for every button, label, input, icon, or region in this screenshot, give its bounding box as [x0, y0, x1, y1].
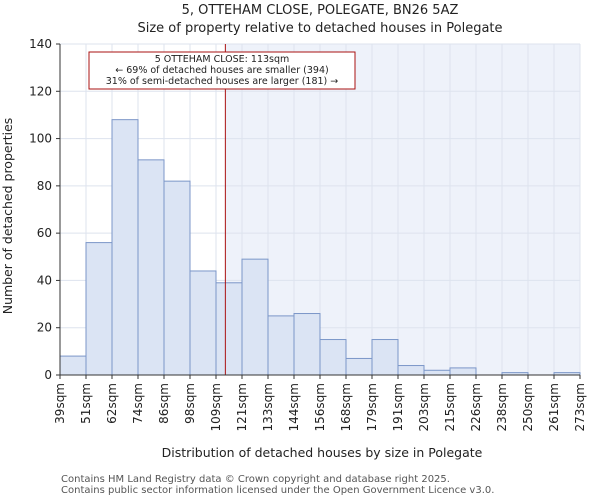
bar — [111, 119, 139, 376]
bar — [423, 369, 451, 376]
x-tick-label: 156sqm — [313, 383, 327, 431]
bar — [59, 355, 87, 376]
y-tick-label: 40 — [37, 273, 52, 287]
chart-title: 5, OTTEHAM CLOSE, POLEGATE, BN26 5AZ — [182, 3, 459, 18]
x-tick-label: 226sqm — [469, 383, 483, 431]
annotation-box: 5 OTTEHAM CLOSE: 113sqm ← 69% of detache… — [88, 51, 356, 90]
bar — [397, 365, 425, 376]
chart-subtitle: Size of property relative to detached ho… — [137, 21, 502, 36]
x-tick-labels: 39sqm 51sqm 62sqm 74sqm 86sqm 98sqm 109sqm 121s… — [53, 375, 587, 431]
bar — [189, 270, 217, 376]
x-tick-label: 62sqm — [105, 383, 119, 424]
x-tick-label: 98sqm — [183, 383, 197, 424]
y-tick-label: 120 — [29, 84, 52, 98]
bar — [449, 367, 477, 376]
x-tick-label: 86sqm — [157, 383, 171, 424]
x-tick-label: 168sqm — [339, 383, 353, 431]
x-tick-label: 144sqm — [287, 383, 301, 431]
x-tick-label: 121sqm — [235, 383, 249, 431]
x-tick-label: 133sqm — [261, 383, 275, 431]
annotation-frame — [88, 51, 356, 90]
y-tick-label: 100 — [29, 132, 52, 146]
x-tick-label: 203sqm — [417, 383, 431, 431]
y-tick-label: 20 — [37, 321, 52, 335]
bar — [85, 242, 113, 376]
x-tick-label: 215sqm — [443, 383, 457, 431]
bar — [215, 282, 243, 376]
x-tick-label: 273sqm — [573, 383, 587, 431]
x-tick-label: 191sqm — [391, 383, 405, 431]
y-tick-labels: 0 20 40 60 80 100 120 140 — [29, 37, 60, 382]
y-tick-label: 60 — [37, 226, 52, 240]
x-tick-label: 250sqm — [521, 383, 535, 431]
bars — [59, 119, 581, 376]
bar — [267, 315, 295, 376]
bar — [345, 357, 373, 376]
bar — [293, 313, 321, 376]
bar — [371, 339, 399, 376]
footer-line-2: Contains public sector information licen… — [61, 485, 495, 496]
y-tick-label: 0 — [44, 368, 52, 382]
bar — [137, 159, 165, 376]
x-tick-label: 51sqm — [79, 383, 93, 424]
annotation-line-3: 31% of semi-detached houses are larger (… — [106, 76, 339, 87]
y-tick-label: 80 — [37, 179, 52, 193]
x-tick-label: 39sqm — [53, 383, 67, 424]
bar — [163, 180, 191, 376]
footer-line-1: Contains HM Land Registry data © Crown c… — [61, 474, 450, 485]
bar — [241, 258, 269, 376]
annotation-line-2: ← 69% of detached houses are smaller (39… — [115, 65, 328, 76]
bar — [319, 339, 347, 376]
x-tick-label: 179sqm — [365, 383, 379, 431]
y-tick-label: 140 — [29, 37, 52, 51]
x-tick-label: 74sqm — [131, 383, 145, 424]
x-axis-label: Distribution of detached houses by size … — [162, 445, 483, 460]
annotation-line-1: 5 OTTEHAM CLOSE: 113sqm — [155, 54, 290, 65]
x-tick-label: 261sqm — [547, 383, 561, 431]
x-tick-label: 238sqm — [495, 383, 509, 431]
y-axis-label: Number of detached properties — [0, 118, 15, 315]
x-tick-label: 109sqm — [209, 383, 223, 431]
